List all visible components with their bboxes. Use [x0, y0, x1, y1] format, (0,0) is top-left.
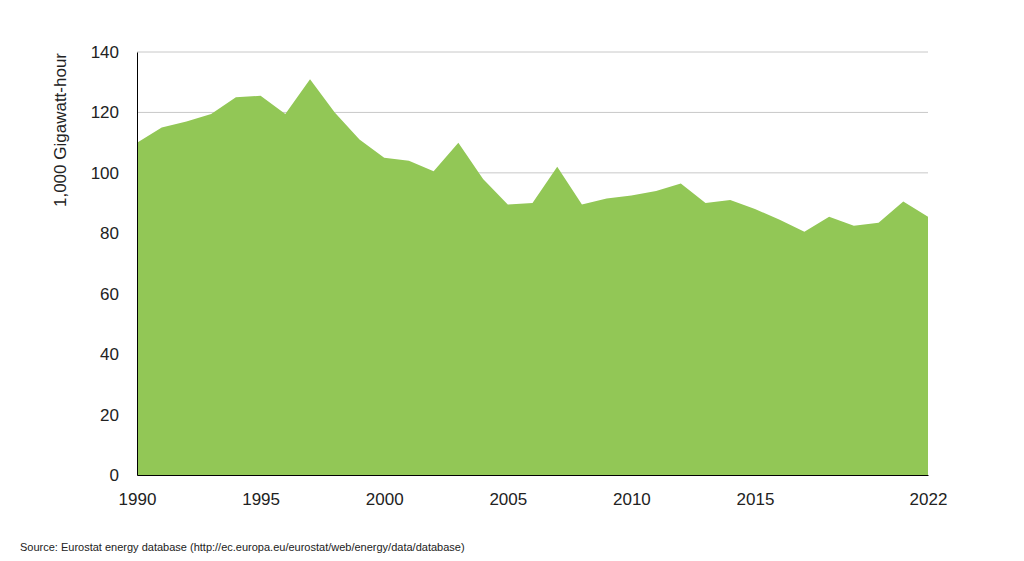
x-tick-label: 1990 [119, 490, 157, 509]
y-tick-label: 40 [100, 345, 119, 364]
x-tick-label: 2022 [910, 490, 948, 509]
y-tick: 140 [91, 43, 137, 62]
y-axis: 0 20 40 60 80 100 120 140 [91, 43, 138, 485]
x-tick-label: 2005 [489, 490, 527, 509]
y-axis-line [137, 53, 138, 476]
source-note: Source: Eurostat energy database (http:/… [20, 541, 465, 553]
y-tick: 40 [100, 345, 137, 364]
y-tick-label: 20 [100, 406, 119, 425]
y-tick-label: 120 [91, 103, 119, 122]
x-tick-label: 2010 [613, 490, 651, 509]
y-tick-label: 80 [100, 224, 119, 243]
x-tick: 2010 [613, 475, 651, 509]
x-axis: 1990 1995 2000 2005 2010 2015 2022 [119, 475, 948, 509]
y-axis-title: 1,000 Gigawatt-hour [51, 53, 70, 207]
y-tick-label: 0 [110, 466, 119, 485]
x-tick: 1995 [242, 475, 280, 509]
x-tick: 1990 [119, 475, 157, 509]
y-tick: 0 [110, 466, 137, 485]
y-tick-label: 60 [100, 285, 119, 304]
grid-line [137, 52, 928, 53]
x-axis-line [138, 475, 929, 476]
y-tick: 80 [100, 224, 137, 243]
x-tick: 2005 [489, 475, 527, 509]
x-tick-label: 2000 [366, 490, 404, 509]
y-tick: 20 [100, 406, 137, 425]
grid [137, 52, 928, 475]
y-tick: 60 [100, 285, 137, 304]
x-tick-label: 2015 [737, 490, 775, 509]
y-tick: 100 [91, 164, 137, 183]
x-tick: 2015 [737, 475, 775, 509]
y-tick-label: 140 [91, 43, 119, 62]
x-tick: 2022 [910, 475, 948, 509]
area [137, 79, 928, 475]
x-tick: 2000 [366, 475, 404, 509]
y-tick-label: 100 [91, 164, 119, 183]
plot-area [137, 79, 928, 475]
x-tick-label: 1995 [242, 490, 280, 509]
y-tick: 120 [91, 103, 137, 122]
chart: 0 20 40 60 80 100 120 140 1990 1995 2000 2005 2010 20… [0, 0, 1024, 561]
